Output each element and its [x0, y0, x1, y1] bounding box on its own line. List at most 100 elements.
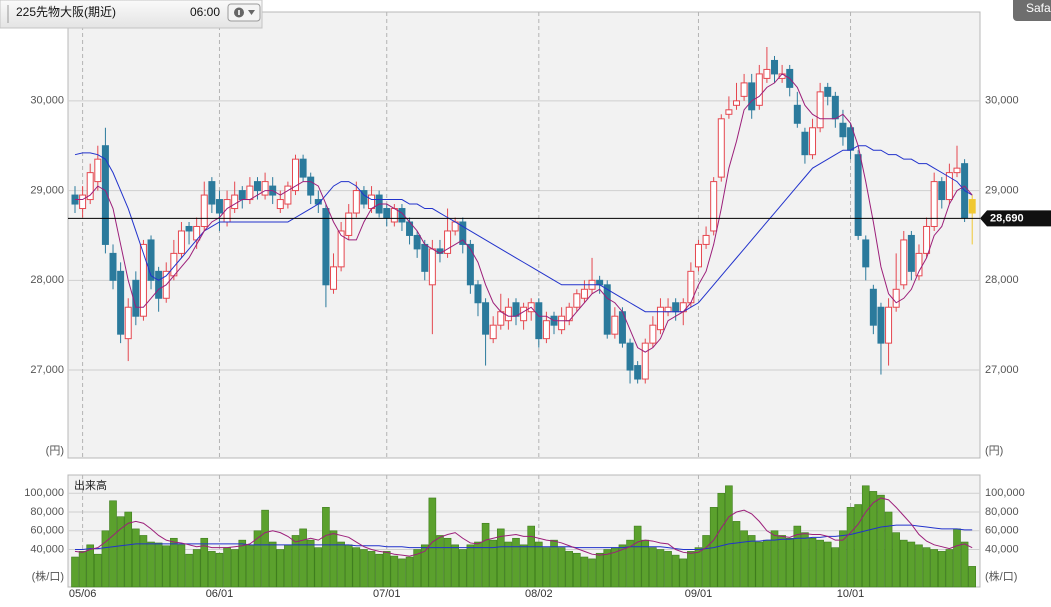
- candle-body: [330, 266, 338, 290]
- volume-bar: [322, 507, 330, 588]
- candle-body: [611, 315, 619, 335]
- current-price-label: 28,690: [990, 212, 1024, 224]
- volume-bar: [78, 551, 87, 588]
- price-unit-left: (円): [46, 445, 64, 457]
- candle-body: [923, 225, 931, 254]
- safari-button[interactable]: [1013, 0, 1051, 21]
- candle-body: [854, 154, 862, 236]
- volume-tick-label-left: 100,000: [24, 487, 64, 499]
- volume-bar: [519, 544, 528, 588]
- volume-unit-right: (株/口): [985, 569, 1017, 583]
- volume-bar: [436, 535, 444, 588]
- volume-bar: [702, 535, 710, 588]
- volume-bar: [238, 539, 247, 588]
- volume-bar: [390, 555, 399, 588]
- volume-bar: [154, 542, 163, 588]
- volume-bar: [960, 541, 969, 588]
- candle-body: [626, 342, 634, 371]
- volume-bar: [284, 544, 292, 588]
- volume-tick-label-right: 100,000: [985, 487, 1025, 499]
- volume-bar: [823, 541, 832, 588]
- volume-bar: [687, 551, 695, 588]
- candle-body: [755, 73, 763, 106]
- volume-bar: [185, 553, 193, 588]
- candle-body: [535, 302, 543, 340]
- candle-body: [596, 279, 604, 286]
- volume-bar: [413, 549, 421, 588]
- volume-bar: [580, 556, 589, 588]
- candle-body: [824, 86, 832, 97]
- candle-body: [428, 248, 436, 286]
- candle-body: [915, 252, 923, 277]
- volume-bar: [937, 551, 946, 588]
- candle-body: [968, 199, 976, 214]
- volume-bar: [945, 549, 954, 588]
- candle-body: [177, 230, 185, 254]
- y-tick-label-right: 27,000: [985, 364, 1019, 376]
- candle-body: [185, 225, 193, 232]
- volume-bar: [915, 544, 923, 588]
- volume-bar: [527, 525, 536, 588]
- x-tick-label: 09/01: [685, 588, 713, 600]
- volume-bar: [550, 539, 558, 588]
- candle-body: [816, 91, 824, 129]
- candle-body: [208, 181, 216, 205]
- candle-body: [740, 82, 748, 97]
- volume-bar: [854, 504, 862, 588]
- volume-bar: [899, 539, 908, 588]
- candle-body: [771, 59, 779, 75]
- volume-bar: [671, 554, 680, 588]
- price-ma-long: [74, 145, 973, 313]
- volume-bar: [793, 525, 802, 588]
- volume-tick-label-left: 80,000: [30, 506, 64, 518]
- candle-body: [79, 194, 87, 210]
- volume-bar: [588, 558, 596, 588]
- volume-bar: [382, 551, 391, 588]
- candle-body: [444, 230, 452, 254]
- volume-bar: [740, 530, 748, 588]
- candle-body: [139, 243, 147, 317]
- volume-bar: [139, 535, 148, 588]
- volume-bar: [846, 507, 855, 588]
- candle-body: [299, 158, 307, 178]
- volume-bar: [808, 537, 817, 588]
- volume-bar: [481, 522, 490, 588]
- volume-bar: [922, 547, 931, 588]
- volume-tick-label-right: 40,000: [985, 543, 1019, 555]
- candle-body: [284, 185, 292, 205]
- volume-bar: [420, 544, 429, 588]
- instrument-name: 225先物大阪(期近): [16, 5, 116, 19]
- candle-body: [337, 230, 345, 268]
- candle-body: [763, 68, 771, 79]
- candle-body: [124, 306, 132, 340]
- candle-body: [155, 270, 163, 299]
- candle-body: [862, 239, 870, 268]
- volume-bar: [116, 516, 125, 588]
- volume-bar: [542, 547, 551, 588]
- volume-ma-short: [74, 497, 973, 557]
- volume-bar: [770, 530, 779, 588]
- x-tick-label: 05/06: [69, 588, 97, 600]
- info-icon-bar: [238, 10, 240, 15]
- marks-layer: [68, 46, 980, 588]
- candle-body: [497, 311, 505, 326]
- candle-body: [215, 199, 223, 214]
- candle-body: [291, 158, 299, 192]
- volume-bar: [732, 521, 741, 588]
- volume-bar: [755, 541, 764, 588]
- volume-bar: [877, 494, 885, 588]
- volume-bar: [679, 558, 688, 588]
- volume-ma-long: [75, 524, 973, 551]
- volume-bar: [968, 566, 976, 588]
- volume-bar: [785, 537, 794, 588]
- volume-bar: [656, 549, 665, 588]
- volume-bar: [208, 551, 216, 588]
- candle-body: [664, 306, 672, 313]
- volume-bar: [276, 549, 285, 588]
- candle-body: [542, 320, 550, 340]
- candle-body: [322, 208, 330, 286]
- volume-bar: [869, 491, 878, 588]
- volume-bar: [839, 530, 847, 588]
- candle-body: [732, 100, 740, 106]
- volume-bar: [132, 528, 140, 588]
